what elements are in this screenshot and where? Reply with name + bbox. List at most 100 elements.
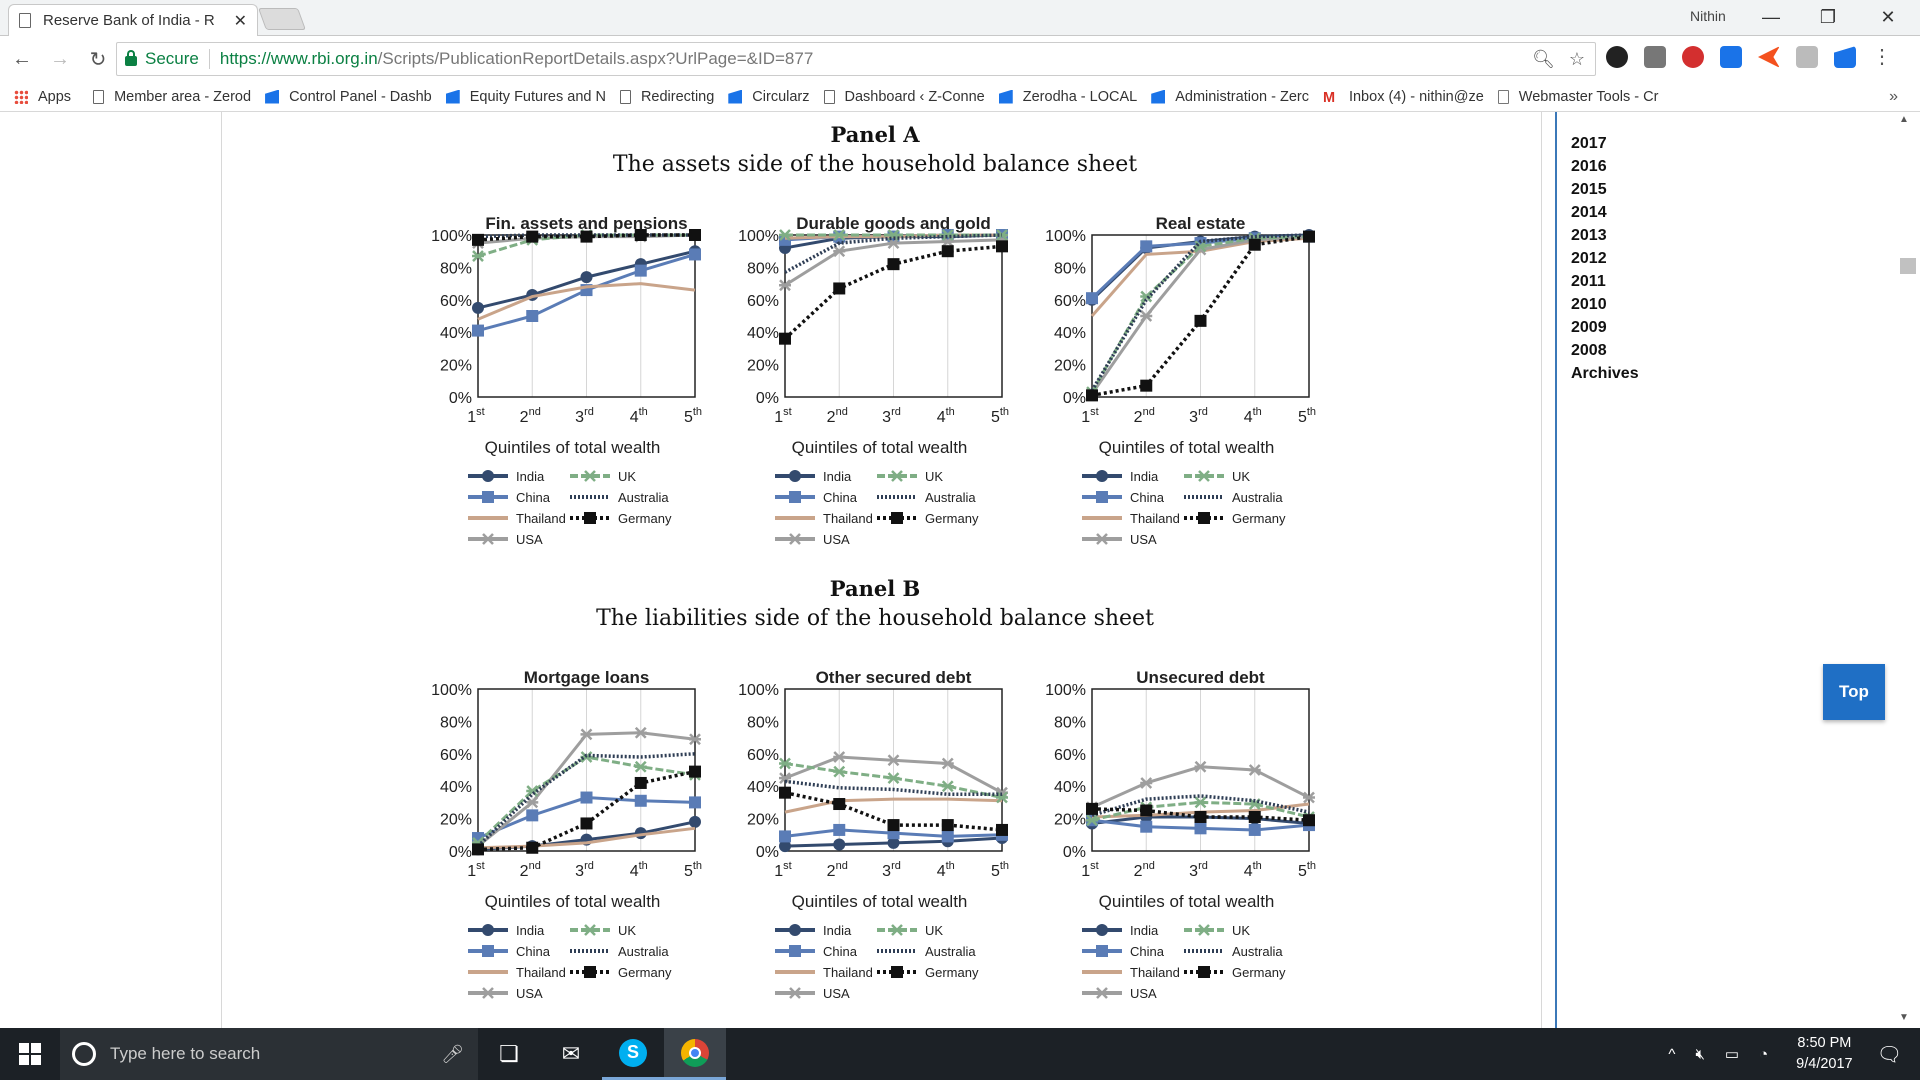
year-link[interactable]: 2010 — [1571, 296, 1607, 313]
adblock-icon[interactable] — [1682, 46, 1704, 68]
browser-tab[interactable]: Reserve Bank of India - R ✕ — [8, 4, 258, 36]
top-button[interactable]: Top — [1823, 664, 1885, 720]
series-line — [784, 779, 1002, 797]
clock[interactable]: 8:50 PM 9/4/2017 — [1796, 1033, 1852, 1075]
bookmark-item[interactable]: Dashboard ‹ Z-Conne — [823, 89, 985, 105]
zoom-icon[interactable]: 🔍︎ — [1532, 48, 1555, 69]
year-link[interactable]: 2015 — [1571, 181, 1607, 198]
y-tick-label: 100% — [1045, 228, 1086, 245]
bookmark-item[interactable]: Circularz — [728, 89, 810, 105]
notifications-icon[interactable]: 🗨︎ — [1876, 1043, 1902, 1066]
year-link[interactable]: 2008 — [1571, 342, 1607, 359]
data-point — [887, 258, 900, 271]
battery-icon[interactable]: ▭ — [1724, 1046, 1740, 1063]
start-button[interactable] — [0, 1028, 60, 1080]
year-link[interactable]: 2013 — [1571, 227, 1607, 244]
volume-muted-icon[interactable]: 🔇︎ — [1695, 1045, 1705, 1063]
skype-icon[interactable]: S — [602, 1028, 664, 1080]
x-axis-label: Quintiles of total wealth — [1099, 438, 1275, 457]
extension-icon[interactable] — [1796, 46, 1818, 68]
data-point — [1140, 804, 1153, 817]
x-tick-label: 3rd — [882, 860, 901, 880]
series-germany — [1086, 802, 1315, 827]
x-tick-label: 4th — [937, 860, 955, 880]
legend-marker — [789, 945, 801, 957]
legend-label: Australia — [618, 944, 669, 959]
extension-icon[interactable] — [1644, 46, 1666, 68]
legend-label: India — [1130, 923, 1159, 938]
year-link[interactable]: 2014 — [1571, 204, 1607, 221]
legend-label: Australia — [925, 944, 976, 959]
data-point — [1248, 764, 1261, 776]
bookmark-item[interactable]: Member area - Zerod — [93, 89, 251, 105]
x-tick-label: 2nd — [827, 860, 848, 880]
extension-icon[interactable] — [1834, 46, 1856, 68]
scroll-up-icon[interactable]: ▲ — [1899, 114, 1909, 125]
legend-label: Germany — [925, 965, 979, 980]
new-tab-button[interactable] — [257, 8, 307, 30]
bookmark-item[interactable]: Redirecting — [619, 89, 714, 105]
series-line — [477, 282, 696, 321]
chrome-icon[interactable] — [664, 1028, 726, 1080]
legend-label: Australia — [618, 490, 669, 505]
archives-link[interactable]: Archives — [1571, 365, 1639, 382]
restore-icon[interactable]: ❐ — [1819, 6, 1837, 27]
data-point — [580, 230, 593, 243]
year-link[interactable]: 2009 — [1571, 319, 1607, 336]
series-thailand — [477, 282, 696, 321]
scroll-thumb[interactable] — [1900, 258, 1916, 274]
bookmark-item[interactable]: Zerodha - LOCAL — [998, 89, 1137, 105]
bookmark-item[interactable]: Administration - Zerc — [1151, 89, 1309, 105]
mail-icon[interactable]: ✉ — [561, 1041, 581, 1066]
x-tick-label: 1st — [467, 860, 484, 880]
data-point — [634, 229, 647, 241]
bookmark-label: Member area - Zerod — [114, 88, 252, 105]
bookmark-item[interactable]: M Inbox (4) - nithin@ze — [1323, 89, 1484, 106]
bookmark-item[interactable]: Webmaster Tools - Cr — [1497, 89, 1658, 105]
bookmark-item[interactable]: Equity Futures and N — [445, 89, 606, 105]
extension-icon[interactable] — [1606, 46, 1628, 68]
back-arrow-icon[interactable]: ← — [12, 47, 32, 70]
extension-icon[interactable] — [1720, 46, 1742, 68]
more-bookmarks-icon[interactable]: » — [1889, 87, 1898, 105]
task-view-icon[interactable]: ❏ — [499, 1041, 519, 1066]
close-tab-icon[interactable]: ✕ — [233, 12, 247, 30]
minimize-icon[interactable]: — — [1762, 6, 1780, 27]
taskbar-search[interactable]: Type here to search 🎤︎ — [60, 1028, 478, 1080]
content-border — [221, 112, 222, 1028]
year-link[interactable]: 2016 — [1571, 158, 1607, 175]
chevron-up-icon[interactable]: ^ — [1668, 1045, 1676, 1063]
x-tick-label: 5th — [1298, 860, 1316, 880]
address-bar[interactable]: Secure https://www.rbi.org.in /Scripts/P… — [116, 42, 1596, 76]
year-link[interactable]: 2017 — [1571, 135, 1607, 152]
forward-arrow-icon[interactable]: → — [50, 47, 70, 70]
bookmark-star-icon[interactable]: ☆ — [1568, 48, 1585, 69]
data-point — [779, 332, 791, 345]
series-line — [1090, 233, 1310, 392]
wifi-icon[interactable]: ◔ — [1759, 1045, 1769, 1063]
extension-icon[interactable] — [1758, 46, 1780, 68]
close-window-icon[interactable]: ✕ — [1880, 6, 1896, 27]
legend-label: Thailand — [823, 965, 873, 980]
bookmark-item[interactable]: Control Panel - Dashb — [265, 89, 432, 105]
reload-icon[interactable]: ↻ — [89, 48, 107, 71]
legend-label: India — [823, 923, 852, 938]
legend-label: China — [516, 490, 551, 505]
profile-name[interactable]: Nithin — [1690, 8, 1726, 24]
scroll-down-icon[interactable]: ▼ — [1899, 1012, 1909, 1023]
bookmark-apps[interactable]: Apps — [14, 89, 71, 105]
data-point — [580, 817, 593, 830]
x-tick-label: 5th — [991, 860, 1009, 880]
year-link[interactable]: 2011 — [1571, 273, 1606, 290]
chart-title: Fin. assets and pensions — [485, 214, 687, 233]
y-tick-label: 40% — [747, 325, 779, 342]
year-link[interactable]: 2012 — [1571, 250, 1607, 267]
data-point — [634, 794, 647, 807]
divider — [208, 49, 210, 69]
microphone-icon[interactable]: 🎤︎ — [441, 1043, 464, 1064]
series-australia — [1090, 233, 1310, 392]
data-point — [1140, 310, 1153, 322]
scrollbar[interactable] — [1896, 112, 1920, 1028]
data-point — [472, 301, 484, 314]
menu-icon[interactable]: ⋮ — [1872, 46, 1892, 68]
